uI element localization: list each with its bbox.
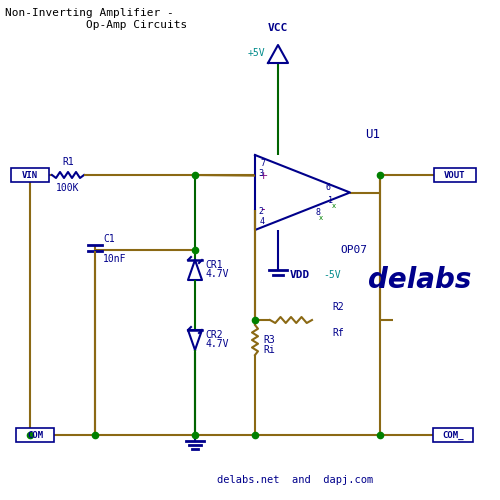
- Text: x: x: [319, 214, 323, 220]
- Text: 1: 1: [328, 196, 333, 205]
- Text: VIN: VIN: [22, 170, 38, 179]
- Text: +: +: [258, 170, 268, 180]
- Text: 10nF: 10nF: [103, 254, 126, 264]
- Text: 4.7V: 4.7V: [205, 339, 229, 349]
- Text: Non-Inverting Amplifier -: Non-Inverting Amplifier -: [5, 8, 174, 18]
- Text: COM_: COM_: [442, 430, 464, 440]
- Text: Rf: Rf: [332, 328, 344, 338]
- Text: -5V: -5V: [323, 270, 340, 280]
- Text: 4.7V: 4.7V: [205, 269, 229, 279]
- Text: VDD: VDD: [290, 270, 310, 280]
- Text: Ri: Ri: [263, 345, 275, 355]
- Bar: [434, 168, 476, 182]
- Text: R3: R3: [263, 335, 275, 345]
- Text: OP07: OP07: [340, 245, 367, 255]
- Text: 2: 2: [258, 207, 263, 216]
- Text: delabs.net  and  dapj.com: delabs.net and dapj.com: [217, 475, 373, 485]
- Text: 4: 4: [260, 218, 265, 226]
- Text: CR2: CR2: [205, 330, 222, 340]
- Text: COM: COM: [27, 430, 43, 440]
- Text: U1: U1: [365, 128, 380, 141]
- Text: 100K: 100K: [56, 183, 80, 193]
- Text: +5V: +5V: [248, 48, 265, 58]
- Text: C1: C1: [103, 234, 115, 244]
- Bar: [16, 428, 54, 442]
- Text: 7: 7: [260, 158, 265, 168]
- Bar: [11, 168, 49, 182]
- Text: VOUT: VOUT: [444, 170, 466, 179]
- Text: x: x: [332, 202, 336, 208]
- Text: delabs: delabs: [368, 266, 472, 294]
- Text: Op-Amp Circuits: Op-Amp Circuits: [5, 20, 187, 30]
- Text: 8: 8: [315, 208, 320, 217]
- Bar: [433, 428, 473, 442]
- Text: 6: 6: [325, 183, 330, 192]
- Text: 3: 3: [258, 169, 263, 178]
- Text: R2: R2: [332, 302, 344, 312]
- Text: CR1: CR1: [205, 260, 222, 270]
- Text: VCC: VCC: [268, 23, 288, 33]
- Text: R1: R1: [62, 157, 74, 167]
- Text: -: -: [261, 203, 265, 216]
